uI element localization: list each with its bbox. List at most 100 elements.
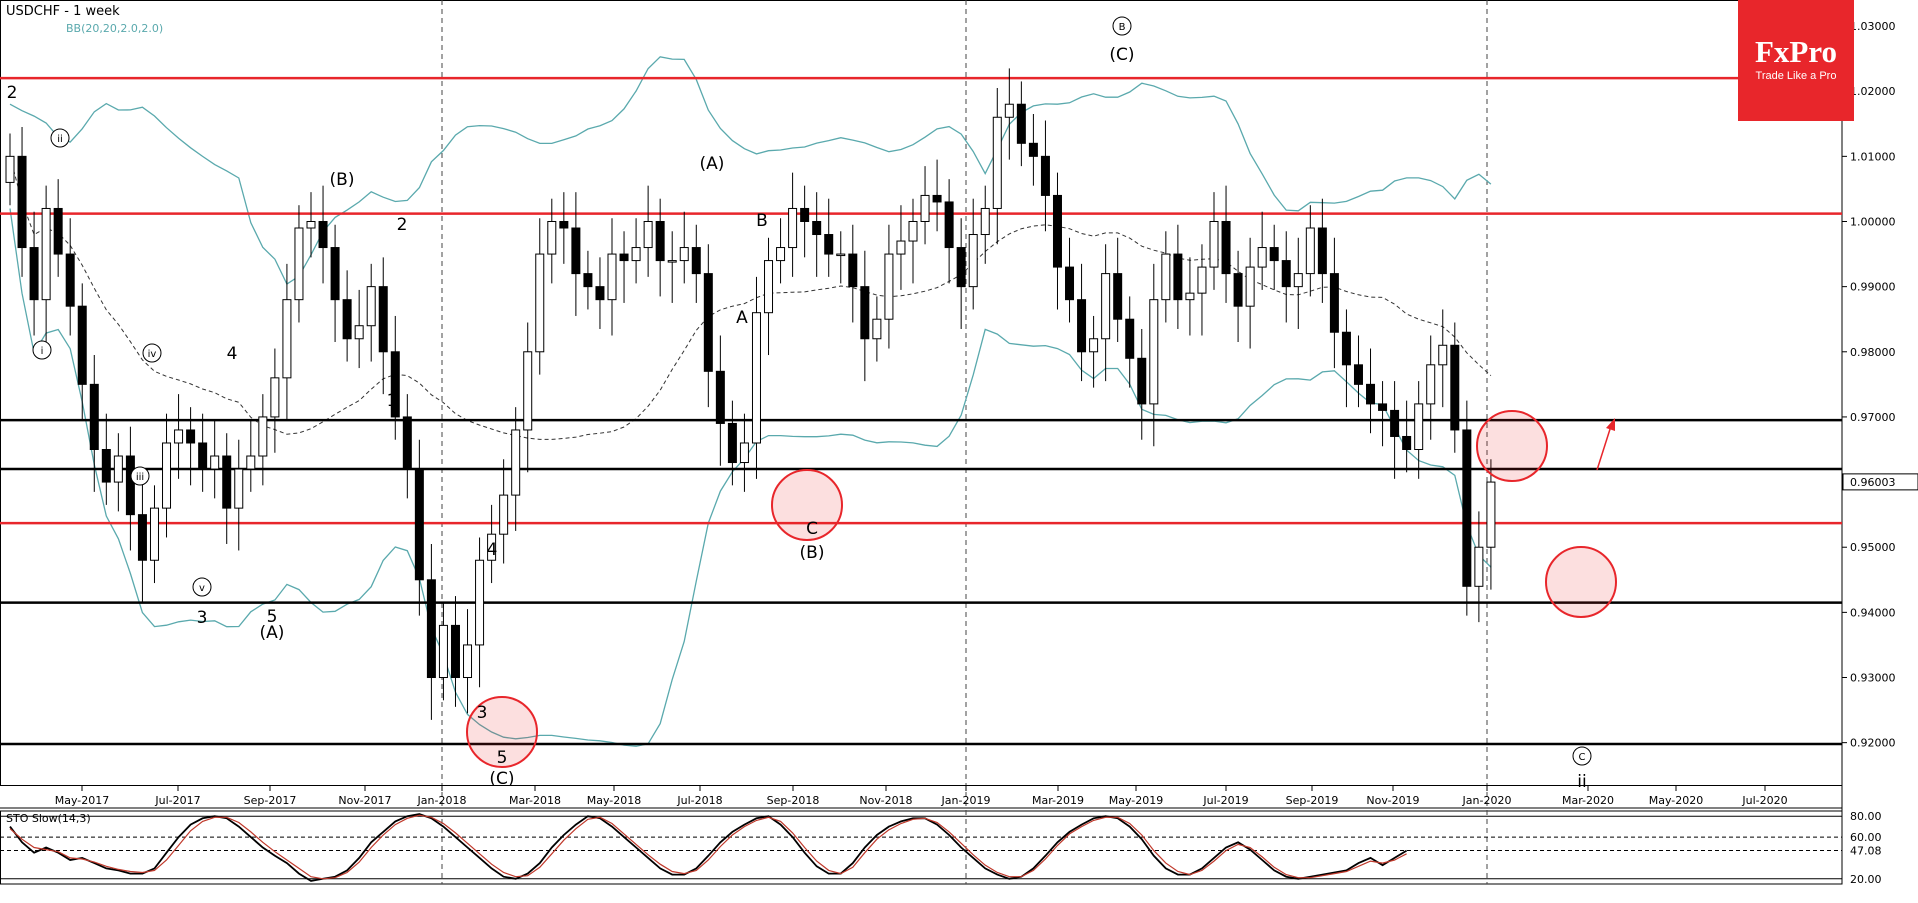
candle-body [1233,273,1243,307]
candle-body [836,253,846,257]
candle [956,218,966,329]
candle-body [234,468,244,509]
candle [186,407,196,486]
candle-body [727,422,737,464]
candle-body [5,155,15,183]
candle-body [872,318,882,340]
candle-body [1016,103,1026,144]
candle-body [944,201,954,249]
candle-body [258,416,268,457]
price-tick-label: 1.03000 [1850,20,1896,33]
candle-body [174,429,184,444]
candle-body [414,468,424,581]
wave-label: ii [1577,772,1586,792]
candle [1474,511,1484,623]
candle-body [186,429,196,444]
candle [679,211,689,284]
wave-label-circle [1572,746,1592,766]
sto-d-line [9,814,1407,880]
candle-body [499,494,509,535]
chart-title: USDCHF - 1 week [6,4,120,19]
candle-body [1281,260,1291,288]
time-tick-label: Mar-2018 [509,794,561,807]
projection-arrow-head [1606,418,1615,431]
candle [944,179,954,284]
candle [1028,114,1038,186]
stochastic-label: STO Slow(14,3) [6,812,91,825]
current-price-box [1842,473,1918,491]
wave-label-circle [130,466,150,486]
candle [402,394,412,499]
candle [800,185,810,258]
sto-level-label: 47.08 [1850,845,1882,858]
candle [294,205,304,323]
bollinger-lower-band [9,208,1492,747]
wave-label: C [806,519,818,539]
candle-body [1089,338,1099,353]
time-tick-label: Nov-2018 [859,794,912,807]
candle-body [1052,194,1062,268]
candle-body [162,442,172,509]
candle-body [824,234,834,255]
candle-body [1402,435,1412,451]
price-tick-label: 0.94000 [1850,606,1896,619]
candle [655,198,665,297]
candle-body [860,286,870,340]
candle-body [1125,318,1135,359]
wave-label: v [199,583,205,594]
time-tick-label: Jul-2018 [676,794,722,807]
candle [318,185,328,284]
time-tick-label: May-2018 [587,794,642,807]
candle [5,133,15,206]
candle [234,439,244,551]
candle-body [1077,299,1087,353]
candle-body [511,429,521,496]
candle-body [29,247,39,301]
wave-label: (B) [800,543,825,563]
candle-body [607,253,617,301]
candle [1245,237,1255,349]
candle [1414,381,1424,479]
candle [1040,120,1050,232]
candle-body [715,370,725,424]
candle-body [1450,344,1460,431]
candle [776,218,786,284]
candle [1353,335,1363,408]
candle [306,192,316,258]
fxpro-logo: FxPro Trade Like a Pro [1738,0,1854,121]
time-tick-label: Jan-2018 [417,794,467,807]
candle [101,413,111,505]
wave-label: (A) [700,154,725,174]
candle [583,250,593,310]
candle-body [764,260,774,314]
wave-label: (C) [489,769,514,789]
candle [1185,257,1195,336]
candle-body [366,286,376,327]
candle [149,485,159,584]
candle [1390,381,1400,479]
candle [1281,231,1291,323]
highlight-circle-3 [1545,546,1617,618]
candle [607,218,617,336]
candle-body [1113,273,1123,320]
candle [342,270,352,362]
candle [727,400,737,486]
candle [463,609,473,714]
candle-body [450,624,460,679]
sto-k-line [9,813,1408,882]
candle [1378,381,1388,447]
projection-arrow-shaft [1596,425,1612,471]
candle-body [1209,220,1219,268]
candle [89,355,99,492]
time-tick-label: May-2020 [1649,794,1704,807]
candle [932,159,942,232]
candle [41,185,51,343]
candle-body [812,220,822,236]
price-tick-label: 0.97000 [1850,411,1896,424]
candle [1257,211,1267,290]
candle-body [559,220,569,229]
candle-body [547,220,557,255]
candle-body [1353,364,1363,385]
